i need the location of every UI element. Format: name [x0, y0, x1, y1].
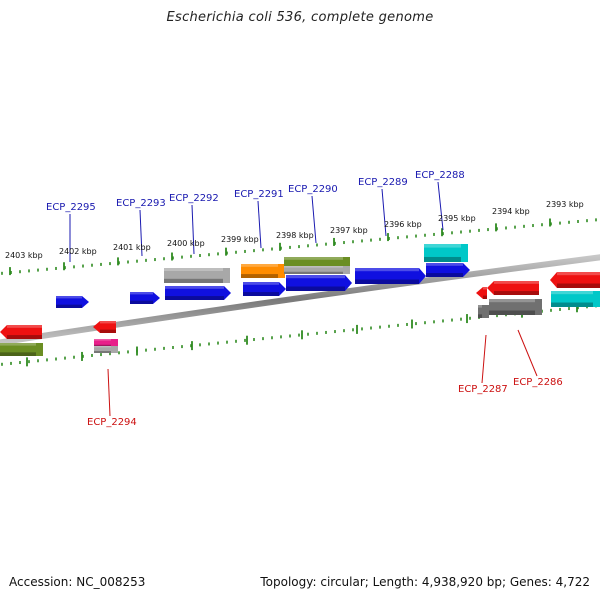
kbp-label: 2398 kbp [276, 231, 314, 240]
leader-line [517, 329, 538, 377]
feature-highlight [286, 275, 345, 279]
genome-summary-text: Topology: circular; Length: 4,938,920 bp… [260, 575, 590, 589]
kbp-label: 2400 kbp [167, 239, 205, 248]
feature-shadow [557, 283, 600, 288]
gene-label: ECP_2291 [234, 189, 284, 200]
leader-line [139, 209, 143, 257]
feature-highlight [100, 321, 116, 324]
feature-highlight [56, 296, 82, 299]
feature-shadow [243, 292, 279, 296]
leader-line [311, 195, 317, 244]
gene-label: ECP_2295 [46, 202, 96, 213]
feature-highlight [130, 292, 153, 295]
feature-highlight [94, 339, 111, 341]
feature-highlight [0, 343, 36, 346]
feature-shadow [483, 295, 487, 299]
feature-shadow [286, 286, 345, 291]
kbp-label: 2401 kbp [113, 243, 151, 252]
feature-highlight [165, 286, 224, 289]
kbp-label: 2394 kbp [492, 207, 530, 216]
kbp-label: 2397 kbp [330, 226, 368, 235]
feature-shadow [100, 329, 116, 333]
feature-shadow [94, 344, 111, 347]
feature-highlight [483, 287, 487, 290]
feature-highlight [424, 244, 461, 248]
feature-highlight [557, 272, 600, 276]
leader-line [107, 368, 111, 417]
feature-shadow [426, 273, 463, 277]
feature-shadow [355, 279, 419, 284]
kbp-label: 2402 kbp [59, 247, 97, 256]
gene-label: ECP_2288 [415, 170, 465, 181]
gene-label: ECP_2290 [288, 184, 338, 195]
feature-highlight [284, 257, 343, 260]
gene-label: ECP_2293 [116, 198, 166, 209]
outer-tick-track [1, 218, 597, 276]
feature-highlight [7, 325, 42, 328]
feature-shadow [478, 314, 482, 318]
kbp-label: 2399 kbp [221, 235, 259, 244]
feature-shadow [0, 352, 36, 356]
feature-highlight [478, 305, 482, 308]
feature-shadow [494, 291, 539, 295]
feature-shadow [551, 302, 593, 307]
map-title: Escherichia coli 536, complete genome [166, 10, 434, 25]
feature-shadow [284, 271, 343, 274]
feature-shadow [130, 300, 153, 304]
kbp-labels: 2403 kbp 2402 kbp 2401 kbp 2400 kbp 2399 kbp… [5, 200, 584, 260]
leader-line [381, 188, 387, 237]
gene-label: ECP_2292 [169, 193, 219, 204]
feature-shadow [424, 256, 461, 262]
feature-shadow [164, 278, 223, 283]
feature-highlight [164, 268, 223, 271]
gene-labels: ECP_2295 ECP_2293 ECP_2292 ECP_2291 ECP_2290… [46, 170, 563, 428]
feature-highlight [494, 281, 539, 284]
feature-highlight [551, 291, 593, 295]
kbp-label: 2393 kbp [546, 200, 584, 209]
feature-layer [0, 244, 600, 356]
kbp-label: 2403 kbp [5, 251, 43, 260]
feature-shadow [56, 304, 82, 308]
leader-line [191, 204, 195, 255]
gene-label: ECP_2294 [87, 417, 137, 428]
feature-shadow [241, 274, 278, 278]
accession-text: Accession: NC_008253 [9, 575, 146, 589]
feature-highlight [94, 346, 111, 348]
leader-line [481, 334, 487, 384]
gene-label: ECP_2286 [513, 377, 563, 388]
leader-line [257, 200, 262, 249]
kbp-label: 2396 kbp [384, 220, 422, 229]
feature-highlight [243, 282, 279, 285]
feature-highlight [241, 264, 278, 267]
feature-shadow [94, 351, 111, 353]
feature-highlight [426, 263, 463, 266]
label-leader-lines [69, 181, 538, 417]
feature-highlight [355, 268, 419, 272]
feature-shadow [165, 296, 224, 300]
leader-line [437, 181, 444, 231]
kbp-label: 2395 kbp [438, 214, 476, 223]
feature-highlight [489, 299, 535, 303]
feature-shadow [489, 310, 535, 315]
feature-highlight [284, 266, 343, 268]
gene-label: ECP_2287 [458, 384, 508, 395]
feature-shadow [7, 335, 42, 339]
genome-backbone [0, 254, 600, 346]
gene-label: ECP_2289 [358, 177, 408, 188]
